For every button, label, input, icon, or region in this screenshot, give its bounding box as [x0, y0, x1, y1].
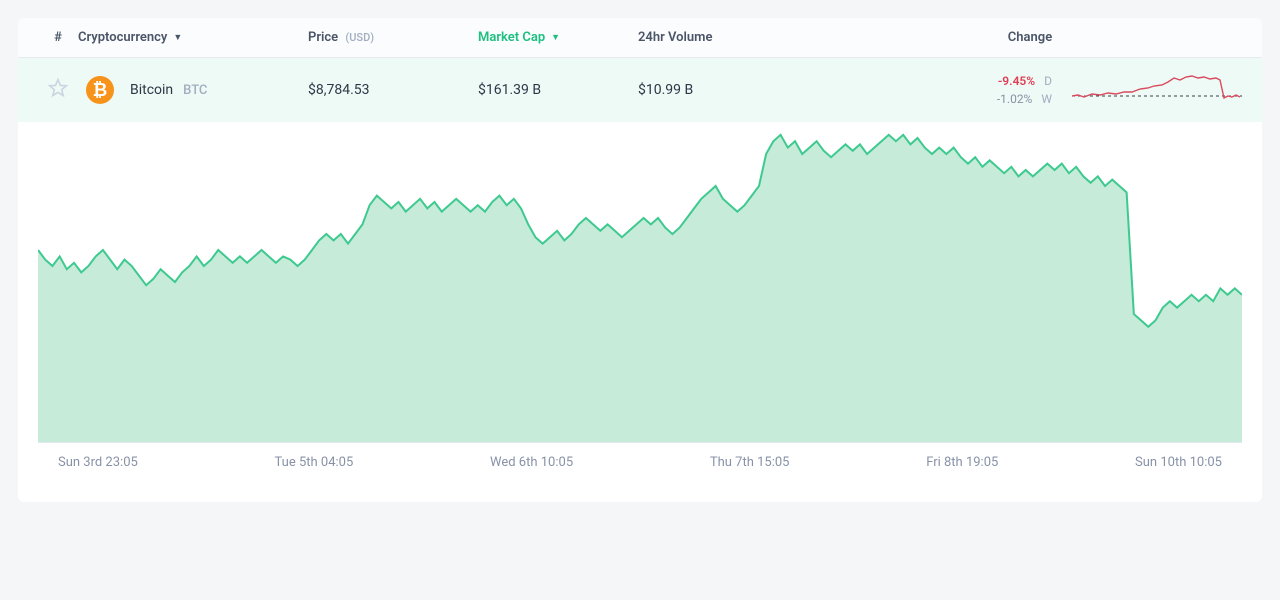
change-week-label: W [1041, 92, 1052, 106]
coin-symbol: BTC [183, 83, 207, 98]
bitcoin-icon: ₿ [86, 76, 114, 104]
x-tick-label: Wed 6th 10:05 [490, 455, 573, 470]
table-header: # Cryptocurrency ▼ Price (USD) Market Ca… [18, 18, 1262, 58]
change-day-label: D [1044, 74, 1052, 88]
x-tick-label: Tue 5th 04:05 [275, 455, 354, 470]
col-price-label: Price [308, 30, 338, 45]
col-volume-label: 24hr Volume [638, 30, 712, 45]
star-icon [48, 78, 68, 98]
col-market-cap-label: Market Cap [478, 30, 545, 45]
sparkline-chart [1072, 70, 1242, 110]
price-chart-panel: Sun 3rd 23:05 Tue 5th 04:05 Wed 6th 10:05 T… [18, 122, 1262, 502]
favorite-toggle[interactable] [38, 78, 78, 102]
price-chart[interactable] [38, 122, 1242, 442]
col-change-label: Change [1008, 30, 1052, 45]
change-week: -1.02% [997, 92, 1033, 106]
volume-cell: $10.99 B [638, 82, 818, 98]
sort-caret-icon: ▼ [173, 32, 182, 43]
change-cell: -9.45% D -1.02% W [818, 70, 1242, 110]
price-cell: $8,784.53 [308, 82, 478, 98]
market-cap-cell: $161.39 B [478, 82, 638, 98]
change-day: -9.45% [998, 74, 1035, 88]
x-tick-label: Sun 3rd 23:05 [58, 455, 138, 470]
col-market-cap[interactable]: Market Cap ▼ [478, 30, 638, 45]
col-cryptocurrency[interactable]: Cryptocurrency ▼ [78, 30, 308, 45]
coin-name: Bitcoin [130, 82, 173, 98]
chart-x-axis: Sun 3rd 23:05 Tue 5th 04:05 Wed 6th 10:05 T… [38, 442, 1242, 474]
col-price[interactable]: Price (USD) [308, 30, 478, 45]
col-change[interactable]: Change [818, 30, 1242, 45]
coin-cell[interactable]: ₿ Bitcoin BTC [78, 76, 308, 104]
col-rank[interactable]: # [38, 30, 78, 45]
x-tick-label: Sun 10th 10:05 [1135, 455, 1222, 470]
change-percentages: -9.45% D -1.02% W [997, 72, 1052, 108]
col-volume[interactable]: 24hr Volume [638, 30, 818, 45]
x-tick-label: Fri 8th 19:05 [926, 455, 998, 470]
col-price-unit: (USD) [345, 31, 374, 44]
col-cryptocurrency-label: Cryptocurrency [78, 30, 167, 45]
x-tick-label: Thu 7th 15:05 [710, 455, 790, 470]
sort-caret-icon: ▼ [551, 32, 560, 43]
table-row[interactable]: ₿ Bitcoin BTC $8,784.53 $161.39 B $10.99… [18, 58, 1262, 122]
